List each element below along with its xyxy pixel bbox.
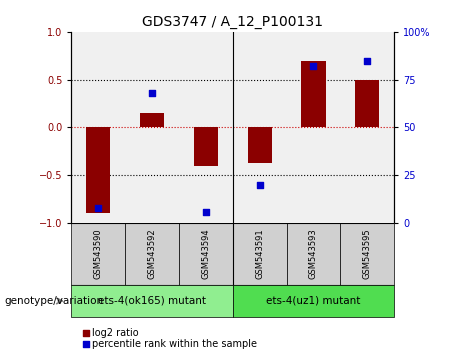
Text: GSM543591: GSM543591: [255, 229, 264, 279]
Bar: [248, 127, 272, 163]
Bar: [287, 223, 340, 285]
Text: ets-4(uz1) mutant: ets-4(uz1) mutant: [266, 296, 361, 306]
Bar: [233, 285, 394, 317]
Point: [310, 63, 317, 69]
Text: ets-4(ok165) mutant: ets-4(ok165) mutant: [98, 296, 206, 306]
Text: GSM543594: GSM543594: [201, 229, 210, 279]
Text: GSM543592: GSM543592: [148, 229, 157, 279]
Point: [148, 90, 156, 96]
Bar: [301, 61, 325, 127]
Bar: [86, 127, 111, 213]
Bar: [125, 223, 179, 285]
Point: [256, 182, 263, 188]
Point: [364, 58, 371, 63]
Title: GDS3747 / A_12_P100131: GDS3747 / A_12_P100131: [142, 16, 323, 29]
Text: GSM543590: GSM543590: [94, 229, 103, 279]
Bar: [71, 223, 125, 285]
Text: percentile rank within the sample: percentile rank within the sample: [92, 339, 257, 349]
Text: log2 ratio: log2 ratio: [92, 328, 139, 338]
Point: [83, 330, 90, 336]
Bar: [355, 80, 379, 127]
Text: genotype/variation: genotype/variation: [5, 296, 104, 306]
Bar: [179, 223, 233, 285]
Bar: [194, 127, 218, 166]
Point: [83, 342, 90, 347]
Bar: [233, 223, 287, 285]
Bar: [340, 223, 394, 285]
Text: GSM543593: GSM543593: [309, 229, 318, 279]
Bar: [140, 113, 164, 127]
Text: GSM543595: GSM543595: [363, 229, 372, 279]
Bar: [71, 285, 233, 317]
Point: [95, 205, 102, 211]
Point: [202, 209, 210, 215]
